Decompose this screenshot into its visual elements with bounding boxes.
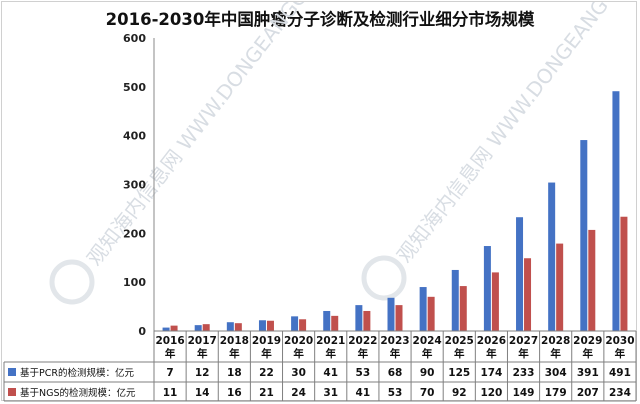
data-label: 16 <box>227 387 242 399</box>
x-tick-label: 2020 年 <box>284 335 313 360</box>
bar-series-1 <box>483 246 491 331</box>
data-label: 234 <box>609 387 631 399</box>
bar-series-1 <box>612 91 620 331</box>
x-tick-label: 2028 年 <box>541 335 570 360</box>
x-tick-label: 2025 年 <box>445 335 474 360</box>
legend-label: 基于PCR的检测规模：亿元 <box>20 367 134 379</box>
y-tick-label: 600 <box>123 32 146 45</box>
data-label: 174 <box>480 367 502 379</box>
data-label: 24 <box>291 387 306 399</box>
bar-series-1 <box>548 182 556 331</box>
bar-series-2 <box>588 229 596 331</box>
bar-series-2 <box>266 320 274 331</box>
legend-swatch <box>8 368 16 376</box>
x-tick-label: 2024 年 <box>413 335 442 360</box>
watermark-logo-icon <box>361 255 407 301</box>
bars-layer <box>162 91 628 331</box>
data-label: 18 <box>227 367 242 379</box>
data-label: 7 <box>166 367 173 379</box>
watermark-logo-icon <box>49 259 95 305</box>
bar-series-1 <box>323 310 331 331</box>
x-tick-label: 2022 年 <box>348 335 377 360</box>
data-label: 149 <box>513 387 535 399</box>
y-tick-label: 500 <box>123 81 146 94</box>
data-label: 53 <box>388 387 403 399</box>
data-label: 41 <box>356 387 371 399</box>
data-label: 41 <box>323 367 338 379</box>
x-tick-label: 2017 年 <box>188 335 217 360</box>
x-tick-label: 2018 年 <box>220 335 249 360</box>
data-label: 391 <box>577 367 599 379</box>
data-label: 31 <box>323 387 338 399</box>
data-label: 491 <box>609 367 631 379</box>
bar-series-1 <box>194 325 202 331</box>
data-label: 179 <box>545 387 567 399</box>
y-tick-label: 100 <box>123 276 146 289</box>
legend-swatch <box>8 388 16 396</box>
bar-series-1 <box>419 287 427 331</box>
bar-series-2 <box>459 286 467 331</box>
x-tick-label: 2019 年 <box>252 335 281 360</box>
x-tick-label: 2021 年 <box>316 335 345 360</box>
data-label: 12 <box>195 367 210 379</box>
bar-series-2 <box>427 296 435 331</box>
data-label: 14 <box>195 387 210 399</box>
chart-title: 2016-2030年中国肿瘤分子诊断及检测行业细分市场规模 <box>106 9 535 29</box>
axis-layer: 0 100 200 300 400 500 600 <box>123 32 155 338</box>
bar-series-1 <box>162 327 170 331</box>
bar-series-1 <box>387 297 395 331</box>
data-label: 70 <box>420 387 435 399</box>
watermark-text: 观知海内信息网 WWW.DONGEANGCB.COM <box>392 2 638 267</box>
data-label: 68 <box>388 367 403 379</box>
bar-series-1 <box>580 140 588 331</box>
bar-series-1 <box>451 269 459 331</box>
bar-series-2 <box>524 258 532 331</box>
bar-series-2 <box>395 305 403 331</box>
x-tick-label: 2030 年 <box>605 335 634 360</box>
bar-series-1 <box>355 305 363 331</box>
bar-series-2 <box>556 243 564 331</box>
x-tick-label: 2027 年 <box>509 335 538 360</box>
legend-label: 基于NGS的检测规模：亿元 <box>20 387 136 399</box>
x-tick-label: 2016 年 <box>155 335 184 360</box>
y-tick-label: 400 <box>123 130 146 143</box>
data-label: 22 <box>259 367 274 379</box>
data-label: 11 <box>163 387 178 399</box>
bar-series-2 <box>170 325 178 331</box>
data-label: 120 <box>480 387 502 399</box>
bar-series-2 <box>202 324 210 331</box>
y-tick-label: 200 <box>123 227 146 240</box>
bar-series-1 <box>291 316 299 331</box>
y-tick-label: 0 <box>138 325 146 338</box>
data-label: 90 <box>420 367 435 379</box>
bar-series-2 <box>491 272 499 331</box>
bar-series-2 <box>234 323 242 331</box>
data-label: 21 <box>259 387 274 399</box>
data-label: 207 <box>577 387 599 399</box>
data-label: 233 <box>513 367 535 379</box>
data-label: 92 <box>452 387 467 399</box>
data-label: 30 <box>291 367 306 379</box>
bar-series-1 <box>258 320 266 331</box>
bar-series-2 <box>620 216 628 331</box>
bar-series-1 <box>226 322 234 331</box>
y-tick-label: 300 <box>123 179 146 192</box>
data-label: 53 <box>356 367 371 379</box>
bar-series-1 <box>516 217 524 331</box>
x-tick-label: 2023 年 <box>380 335 409 360</box>
x-tick-label: 2029 年 <box>573 335 602 360</box>
bar-series-2 <box>299 319 307 331</box>
data-label: 304 <box>545 367 567 379</box>
x-tick-label: 2026 年 <box>477 335 506 360</box>
bar-series-2 <box>331 315 339 331</box>
bar-series-2 <box>363 310 371 331</box>
data-label: 125 <box>448 367 470 379</box>
